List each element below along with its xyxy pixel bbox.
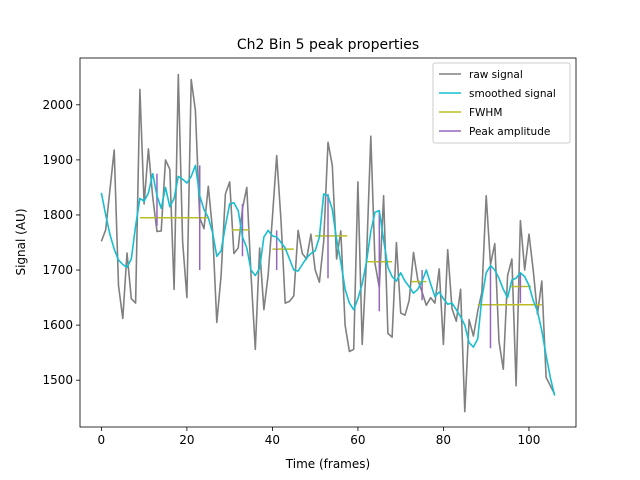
y-tick-label-2: 1700 bbox=[42, 263, 73, 277]
legend-label-0: raw signal bbox=[469, 69, 523, 81]
legend-box bbox=[432, 62, 571, 144]
y-ticks: 1500 1600 1700 1800 1900 2000 bbox=[42, 98, 80, 387]
x-tick-label-1: 20 bbox=[179, 433, 194, 447]
x-tick-label-4: 80 bbox=[436, 433, 451, 447]
legend-label-2: FWHM bbox=[469, 107, 502, 119]
x-tick-label-3: 60 bbox=[350, 433, 365, 447]
y-tick-label-5: 2000 bbox=[42, 98, 73, 112]
legend-label-3: Peak amplitude bbox=[469, 126, 550, 138]
x-tick-label-0: 0 bbox=[98, 433, 106, 447]
plot-frame bbox=[79, 57, 577, 428]
x-tick-label-2: 40 bbox=[265, 433, 280, 447]
y-axis-label: Signal (AU) bbox=[14, 208, 28, 275]
chart-title: Ch2 Bin 5 peak properties bbox=[237, 37, 419, 53]
smoothed-signal-line bbox=[100, 164, 556, 396]
y-tick-label-1: 1600 bbox=[42, 318, 73, 332]
legend-label-1: smoothed signal bbox=[469, 88, 556, 100]
y-tick-label-4: 1900 bbox=[42, 153, 73, 167]
y-tick-label-0: 1500 bbox=[42, 373, 73, 387]
x-ticks: 0 20 40 60 80 100 bbox=[98, 427, 541, 447]
x-tick-label-5: 100 bbox=[518, 433, 541, 447]
y-tick-label-3: 1800 bbox=[42, 208, 73, 222]
legend: raw signal smoothed signal FWHM Peak amplit… bbox=[432, 62, 571, 144]
plot-lines bbox=[100, 73, 556, 413]
x-axis-label: Time (frames) bbox=[285, 457, 370, 471]
